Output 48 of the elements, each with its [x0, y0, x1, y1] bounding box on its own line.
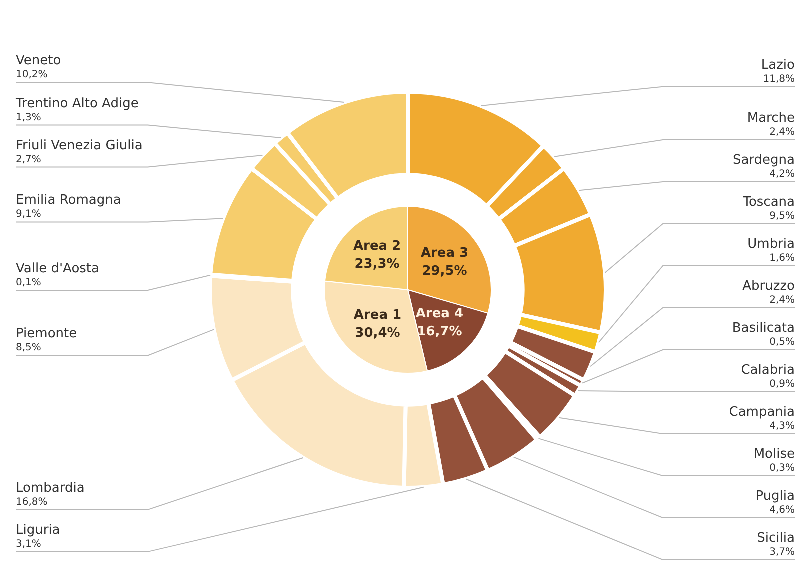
data-label: 23,3% [354, 257, 400, 272]
data-label: 29,5% [422, 264, 468, 279]
slice-label: Friuli Venezia Giulia [16, 138, 143, 154]
slice-label: Area 3 [420, 246, 469, 261]
slice-label: Trentino Alto Adige [15, 96, 139, 112]
data-label: 4,3% [770, 421, 795, 432]
slice-label: Area 1 [354, 308, 402, 323]
slice-label: Abruzzo [742, 279, 796, 294]
slice-label: Veneto [16, 54, 62, 69]
data-label: 9,5% [770, 211, 795, 222]
slice-label: Emilia Romagna [16, 193, 122, 208]
slice-label: Campania [729, 405, 795, 420]
data-label: 8,5% [16, 342, 42, 354]
data-label: 1,6% [770, 253, 795, 264]
slice-label: Area 2 [353, 239, 402, 254]
slice-label: Area 4 [416, 306, 464, 322]
slice-label: Valle d'Aosta [16, 261, 100, 276]
data-label: 2,4% [770, 127, 795, 138]
slice-label: Basilicata [732, 321, 795, 336]
slice-label: Sicilia [757, 531, 795, 546]
data-label: 3,1% [16, 538, 42, 550]
data-label: 3,7% [770, 547, 795, 558]
data-label: 2,4% [770, 295, 795, 306]
slice-label: Molise [754, 447, 795, 462]
slice-label: Umbria [748, 237, 795, 252]
slice-label: Marche [747, 111, 795, 126]
slice-label: Toscana [742, 195, 795, 210]
data-label: 9,1% [16, 209, 42, 220]
slice-label: Liguria [16, 522, 60, 538]
slice-label: Puglia [756, 489, 795, 504]
data-label: 11,8% [763, 74, 795, 85]
slice-label: Lazio [761, 58, 796, 73]
data-label: 10,2% [16, 70, 48, 81]
slice-label: Piemonte [16, 326, 78, 342]
data-label: 0,9% [770, 379, 795, 390]
data-label: 1,3% [16, 112, 42, 124]
data-label: 0,5% [770, 337, 795, 348]
data-label: 16,8% [16, 496, 48, 508]
data-label: 4,6% [770, 505, 795, 516]
data-label: 0,1% [16, 277, 42, 288]
slice-label: Calabria [741, 363, 795, 378]
slice-label: Sardegna [732, 153, 795, 168]
data-label: 16,7% [417, 324, 462, 340]
data-label: 4,2% [770, 169, 795, 180]
slice-label: Lombardia [16, 480, 85, 496]
data-label: 0,3% [770, 463, 795, 474]
data-label: 30,4% [355, 326, 400, 341]
data-label: 2,7% [16, 154, 42, 166]
